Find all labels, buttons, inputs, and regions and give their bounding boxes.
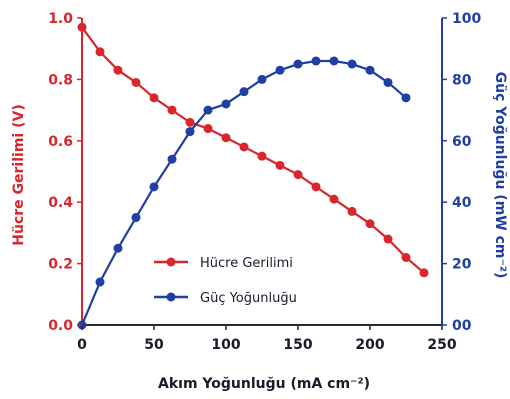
series-line-voltage (81, 26, 425, 274)
data-point-power (203, 105, 213, 115)
data-point-power (365, 65, 375, 75)
y-right-axis-title: Güç Yoğunluğu (mW cm⁻²) (492, 72, 508, 279)
legend-marker-power (166, 292, 176, 302)
data-point-power (113, 243, 123, 253)
data-point-voltage (293, 170, 303, 180)
data-point-voltage (221, 133, 231, 143)
y-left-tick-label: 0.6 (48, 134, 73, 150)
data-point-power (239, 87, 249, 97)
y-left-axis-title: Hücre Gerilimi (V) (11, 104, 27, 245)
y-right-tick-label: 00 (452, 318, 472, 334)
data-point-voltage (347, 206, 357, 216)
data-point-voltage (167, 105, 177, 115)
data-point-voltage (113, 65, 123, 75)
axes (81, 18, 443, 326)
data-point-power (311, 56, 321, 66)
y-left-tick-label: 1.0 (48, 11, 73, 27)
data-point-voltage (329, 194, 339, 204)
y-left-tick-label: 0.4 (48, 195, 73, 211)
y-left-tick-label: 0.8 (48, 72, 73, 88)
data-point-power (131, 213, 141, 223)
data-point-voltage (203, 124, 213, 134)
data-point-power (293, 59, 303, 69)
y-right-tick-label: 100 (452, 11, 481, 27)
legend-label-voltage: Hücre Gerilimi (200, 256, 293, 271)
data-point-power (401, 93, 411, 103)
data-point-voltage (311, 182, 321, 192)
data-point-voltage (185, 117, 195, 127)
data-point-power (95, 277, 105, 287)
x-axis-title: Akım Yoğunluğu (mA cm⁻²) (158, 376, 370, 392)
data-point-power (257, 74, 267, 84)
data-point-voltage (275, 160, 285, 170)
x-tick-label: 0 (77, 337, 87, 353)
data-point-power (167, 154, 177, 164)
y-right-tick-label: 60 (452, 134, 472, 150)
y-left-tick-label: 0.0 (48, 318, 73, 334)
y-right-tick-label: 40 (452, 195, 472, 211)
x-tick-label: 100 (211, 337, 240, 353)
legend: Hücre Gerilimi Güç Yoğunluğu (154, 256, 297, 306)
y-left-tick-label: 0.2 (48, 257, 73, 273)
series-line-power (80, 59, 407, 326)
data-point-voltage (95, 47, 105, 57)
x-tick-label: 250 (427, 337, 456, 353)
x-tick-label: 50 (144, 337, 164, 353)
data-point-voltage (401, 252, 411, 262)
data-point-power (185, 127, 195, 137)
data-point-voltage (419, 268, 429, 278)
data-point-voltage (383, 234, 393, 244)
x-tick-label: 200 (355, 337, 384, 353)
y-right-tick-label: 80 (452, 72, 472, 88)
series-layer (77, 22, 429, 330)
data-point-power (221, 99, 231, 109)
data-point-voltage (239, 142, 249, 152)
y-right-tick-label: 20 (452, 257, 472, 273)
data-point-power (275, 65, 285, 75)
data-point-power (149, 182, 159, 192)
data-point-voltage (149, 93, 159, 103)
data-point-voltage (257, 151, 267, 161)
data-point-power (329, 56, 339, 66)
ticks: 0 50 100 150 200 250 0.0 0.2 0.4 0.6 0.8 1.0 00 20 40 6… (48, 11, 481, 353)
data-point-voltage (77, 22, 87, 32)
data-point-voltage (131, 77, 141, 87)
data-point-power (383, 77, 393, 87)
x-tick-label: 150 (283, 337, 312, 353)
data-point-voltage (365, 219, 375, 229)
data-point-power (347, 59, 357, 69)
legend-label-power: Güç Yoğunluğu (200, 291, 297, 306)
legend-marker-voltage (166, 257, 176, 267)
